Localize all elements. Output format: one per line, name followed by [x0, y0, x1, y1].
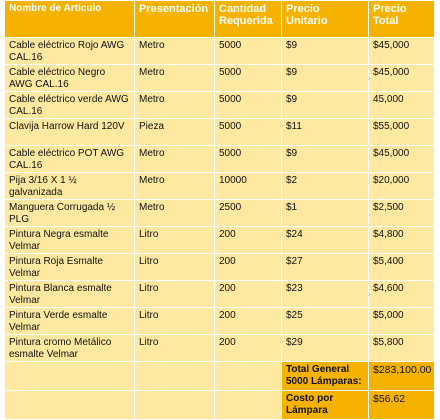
summary-blank-cell — [214, 361, 282, 391]
header-cantidad: Cantidad Requerida — [214, 0, 282, 38]
cell-precio-total: $45,000 — [368, 145, 435, 173]
cell-articulo: Cable eléctrico Negro AWG CAL.16 — [4, 64, 135, 92]
cell-precio-total: 45,000 — [368, 91, 435, 119]
summary-label: Costo por Lámpara — [281, 390, 369, 420]
summary-blank-cell — [4, 361, 135, 391]
cell-precio-unitario: $24 — [281, 226, 369, 254]
cell-presentacion: Metro — [134, 172, 215, 200]
cell-precio-total: $45,000 — [368, 64, 435, 92]
header-precio-unitario: Precio Unitario — [281, 0, 369, 38]
summary-blank-cell — [134, 361, 215, 391]
cell-articulo: Manguera Corrugada ½ PLG — [4, 199, 135, 227]
table-row: Cable eléctrico POT AWG CAL.16 Metro 5000 $… — [4, 145, 435, 173]
cell-cantidad: 5000 — [214, 64, 282, 92]
cell-presentacion: Litro — [134, 307, 215, 335]
cell-articulo: Cable eléctrico POT AWG CAL.16 — [4, 145, 135, 173]
cell-precio-unitario: $9 — [281, 64, 369, 92]
table-row: Clavija Harrow Hard 120V Pieza 5000 $11 $55,… — [4, 118, 435, 146]
cell-presentacion: Litro — [134, 226, 215, 254]
summary-value: $283,100.00 — [368, 361, 435, 391]
cell-articulo: Pintura cromo Metálico esmalte Velmar — [4, 334, 135, 362]
table-row: Pija 3/16 X 1 ½ galvanizada Metro 10000 $2 $… — [4, 172, 435, 200]
cell-precio-total: $20,000 — [368, 172, 435, 200]
header-row: Nombre de Articulo Presentación Cantidad… — [4, 0, 435, 38]
summary-label: Total General 5000 Lámparas: — [281, 361, 369, 391]
header-precio-total: Precio Total — [368, 0, 435, 38]
cell-presentacion: Litro — [134, 334, 215, 362]
cell-precio-total: $45,000 — [368, 37, 435, 65]
cell-cantidad: 10000 — [214, 172, 282, 200]
cell-presentacion: Pieza — [134, 118, 215, 146]
cell-precio-unitario: $11 — [281, 118, 369, 146]
cell-cantidad: 2500 — [214, 199, 282, 227]
table-body: Cable eléctrico Rojo AWG CAL.16 Metro 5000… — [4, 37, 435, 362]
cell-articulo: Cable eléctrico Rojo AWG CAL.16 — [4, 37, 135, 65]
cell-articulo: Pintura Roja Esmalte Velmar — [4, 253, 135, 281]
cell-presentacion: Litro — [134, 280, 215, 308]
cell-precio-unitario: $1 — [281, 199, 369, 227]
header-presentacion: Presentación — [134, 0, 215, 38]
cell-cantidad: 5000 — [214, 37, 282, 65]
cell-cantidad: 200 — [214, 334, 282, 362]
cell-cantidad: 5000 — [214, 91, 282, 119]
cell-precio-total: $4,600 — [368, 280, 435, 308]
cell-presentacion: Litro — [134, 253, 215, 281]
cell-precio-unitario: $9 — [281, 91, 369, 119]
table-row: Cable eléctrico Rojo AWG CAL.16 Metro 5000… — [4, 37, 435, 65]
summary-blank-cell — [4, 390, 135, 420]
cell-precio-total: $5,000 — [368, 307, 435, 335]
cell-precio-unitario: $9 — [281, 145, 369, 173]
summary-value: $56.62 — [368, 390, 435, 420]
cell-articulo: Cable eléctrico verde AWG CAL.16 — [4, 91, 135, 119]
cell-articulo: Pintura Verde esmalte Velmar — [4, 307, 135, 335]
cell-cantidad: 5000 — [214, 118, 282, 146]
cell-precio-unitario: $9 — [281, 37, 369, 65]
cell-precio-total: $2,500 — [368, 199, 435, 227]
cell-articulo: Clavija Harrow Hard 120V — [4, 118, 135, 146]
table-row: Pintura Negra esmalte Velmar Litro 200 $24 $… — [4, 226, 435, 254]
cell-precio-total: $5,400 — [368, 253, 435, 281]
cell-precio-unitario: $2 — [281, 172, 369, 200]
cell-cantidad: 200 — [214, 307, 282, 335]
table-row: Pintura Blanca esmalte Velmar Litro 200 $23… — [4, 280, 435, 308]
table-row: Manguera Corrugada ½ PLG Metro 2500 $1 $2,50… — [4, 199, 435, 227]
cell-cantidad: 5000 — [214, 145, 282, 173]
summary-blank-cell — [134, 390, 215, 420]
cell-articulo: Pintura Negra esmalte Velmar — [4, 226, 135, 254]
table-row: Pintura cromo Metálico esmalte Velmar Lit… — [4, 334, 435, 362]
cell-presentacion: Metro — [134, 37, 215, 65]
price-table: Nombre de Articulo Presentación Cantidad… — [4, 0, 435, 420]
table-row: Cable eléctrico Negro AWG CAL.16 Metro 500… — [4, 64, 435, 92]
cell-precio-unitario: $23 — [281, 280, 369, 308]
cell-cantidad: 200 — [214, 253, 282, 281]
cell-presentacion: Metro — [134, 199, 215, 227]
cell-articulo: Pintura Blanca esmalte Velmar — [4, 280, 135, 308]
table-row: Pintura Roja Esmalte Velmar Litro 200 $27 $5… — [4, 253, 435, 281]
table-row: Cable eléctrico verde AWG CAL.16 Metro 500… — [4, 91, 435, 119]
summary-blank-cell — [214, 390, 282, 420]
cell-articulo: Pija 3/16 X 1 ½ galvanizada — [4, 172, 135, 200]
cell-precio-unitario: $27 — [281, 253, 369, 281]
cell-precio-unitario: $29 — [281, 334, 369, 362]
cell-presentacion: Metro — [134, 91, 215, 119]
cell-precio-total: $5,800 — [368, 334, 435, 362]
cell-cantidad: 200 — [214, 226, 282, 254]
cell-precio-unitario: $25 — [281, 307, 369, 335]
cell-presentacion: Metro — [134, 64, 215, 92]
header-articulo: Nombre de Articulo — [4, 0, 135, 38]
summary-row-unit-cost: Costo por Lámpara $56.62 — [4, 390, 435, 420]
cell-presentacion: Metro — [134, 145, 215, 173]
cell-precio-total: $4,800 — [368, 226, 435, 254]
cell-precio-total: $55,000 — [368, 118, 435, 146]
summary-row-total: Total General 5000 Lámparas: $283,100.00 — [4, 361, 435, 391]
summary-section: Total General 5000 Lámparas: $283,100.00… — [4, 361, 435, 420]
table-row: Pintura Verde esmalte Velmar Litro 200 $25 $… — [4, 307, 435, 335]
cell-cantidad: 200 — [214, 280, 282, 308]
